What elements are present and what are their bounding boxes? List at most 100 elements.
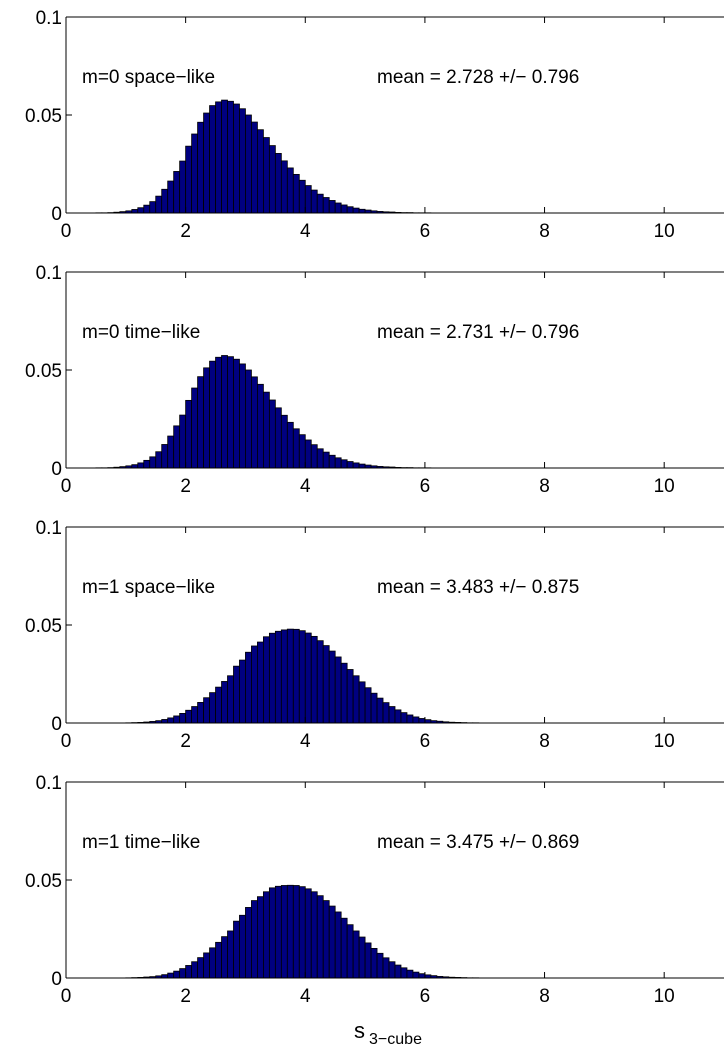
bar <box>406 714 414 724</box>
bar <box>215 101 222 214</box>
bar <box>322 197 330 214</box>
bar <box>346 669 354 724</box>
bar-group <box>125 628 486 724</box>
bar <box>197 702 204 724</box>
y-tick-label: 0.1 <box>36 8 62 29</box>
bar <box>161 188 169 214</box>
bar <box>358 208 366 214</box>
bar <box>346 206 354 214</box>
bar <box>161 444 169 469</box>
bar <box>245 651 252 724</box>
bar <box>185 399 193 469</box>
bar-group <box>95 99 438 214</box>
y-tick-label: 0 <box>51 459 62 480</box>
bar <box>370 692 378 724</box>
x-tick-label: 0 <box>61 221 72 242</box>
bar <box>191 961 198 979</box>
bar <box>185 965 193 979</box>
bar <box>209 360 216 469</box>
bar <box>358 681 366 724</box>
bar <box>221 936 228 979</box>
bar <box>149 456 157 469</box>
bar <box>304 632 312 724</box>
bar <box>286 628 294 724</box>
bar <box>173 425 181 469</box>
bar <box>412 716 420 724</box>
bar <box>316 193 324 214</box>
bar <box>167 180 175 214</box>
x-tick-label: 10 <box>654 221 675 242</box>
bar <box>239 363 246 469</box>
bar <box>280 885 288 979</box>
x-tick-label: 2 <box>180 986 191 1007</box>
bar <box>215 356 222 469</box>
bar <box>394 709 402 724</box>
x-tick-label: 10 <box>654 731 675 752</box>
bar <box>382 702 390 724</box>
bar <box>304 439 312 469</box>
bar <box>364 687 372 724</box>
bar <box>322 900 330 979</box>
x-tick-label: 4 <box>300 221 311 242</box>
bar <box>179 968 187 979</box>
y-tick-label: 0 <box>51 969 62 990</box>
bar <box>245 114 252 214</box>
panel-label: m=1 space−like <box>82 577 215 598</box>
bar <box>418 718 426 724</box>
y-tick-label: 0.05 <box>25 106 62 127</box>
bar <box>191 706 198 724</box>
bar <box>286 884 294 979</box>
y-tick-label: 0.05 <box>25 361 62 382</box>
bar <box>197 957 204 979</box>
y-tick-label: 0.05 <box>25 871 62 892</box>
x-tick-label: 8 <box>539 986 550 1007</box>
bar <box>268 632 276 724</box>
x-tick-label: 8 <box>539 221 550 242</box>
y-tick-label: 0 <box>51 204 62 225</box>
bar <box>143 459 151 469</box>
x-tick-label: 0 <box>61 986 72 1007</box>
bar <box>388 961 396 979</box>
bar <box>209 947 216 979</box>
bar <box>310 891 318 979</box>
bar <box>191 387 198 469</box>
bar <box>155 195 163 214</box>
bar <box>215 941 222 979</box>
bar <box>322 451 330 469</box>
bar <box>352 207 360 214</box>
bar <box>233 920 240 979</box>
bar <box>173 171 181 214</box>
bar <box>274 630 282 724</box>
x-tick-label: 2 <box>180 731 191 752</box>
bar <box>143 204 151 214</box>
x-tick-label: 6 <box>420 986 431 1007</box>
bar <box>179 713 187 724</box>
bar <box>280 414 288 469</box>
bar <box>161 719 169 724</box>
histogram-panel-3: 0 2 4 6 8 10 0 0.05 0.1 m=1 space−like mean = 3.48… <box>25 518 724 752</box>
bar <box>304 888 312 979</box>
bar <box>257 383 264 469</box>
mean-annotation: mean = 2.731 +/− 0.796 <box>377 322 579 343</box>
bar <box>227 100 234 214</box>
x-tick-label: 4 <box>300 476 311 497</box>
x-tick-label: 2 <box>180 476 191 497</box>
bar <box>292 628 300 724</box>
bar <box>316 895 324 979</box>
panel-label: m=0 space−like <box>82 67 215 88</box>
bar <box>233 103 240 214</box>
bar <box>400 712 408 724</box>
bar <box>358 936 366 979</box>
bar <box>233 358 240 469</box>
x-tick-label: 6 <box>420 731 431 752</box>
bar <box>197 121 204 214</box>
x-tick-label: 10 <box>654 476 675 497</box>
bar <box>167 435 175 469</box>
bar <box>185 709 193 724</box>
x-tick-label: 10 <box>654 986 675 1007</box>
bar <box>406 969 414 979</box>
bar <box>292 428 300 469</box>
bar <box>418 973 426 979</box>
bar <box>316 640 324 724</box>
